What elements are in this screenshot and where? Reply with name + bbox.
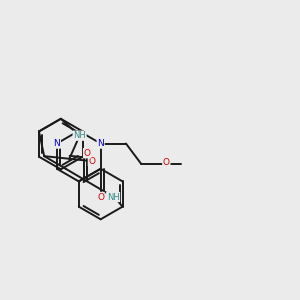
Text: O: O [97, 193, 104, 202]
Text: N: N [97, 139, 104, 148]
Text: O: O [84, 149, 91, 158]
Text: NH: NH [73, 131, 86, 140]
Text: O: O [88, 157, 95, 166]
Text: NH: NH [107, 193, 119, 202]
Text: O: O [163, 158, 170, 167]
Text: N: N [53, 139, 60, 148]
